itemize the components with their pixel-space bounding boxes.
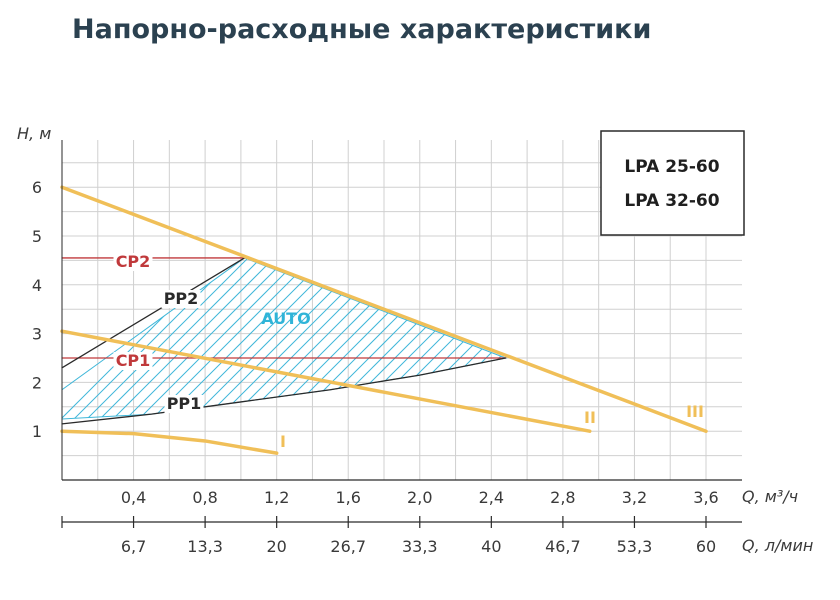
series-label-pp1: PP1: [167, 394, 202, 413]
hatch-line: [285, 257, 506, 419]
hatch-line: [77, 257, 319, 419]
y-tick-label: 3: [32, 325, 42, 344]
hatch-line: [493, 257, 506, 419]
x-tick-label: 1,2: [264, 488, 289, 507]
hatch-line: [559, 240, 799, 480]
hatch-line: [520, 240, 760, 480]
label-bg: [113, 253, 153, 271]
hatch-line: [611, 240, 840, 480]
hatch-line: [62, 257, 280, 419]
x2-tick-label: 13,3: [187, 537, 223, 556]
hatch-line: [220, 257, 462, 419]
hatch-line: [676, 240, 840, 480]
hatch-line: [298, 257, 506, 419]
hatch-line: [62, 257, 293, 419]
hatch-line: [272, 257, 506, 419]
series-label-iii: III: [686, 402, 704, 421]
hatch-line: [311, 257, 506, 419]
hatch-line: [415, 257, 506, 419]
x-tick-label: 2,8: [550, 488, 575, 507]
hatch-line: [663, 240, 840, 480]
series-label-cp2: CP2: [116, 252, 151, 271]
y-tick-label: 6: [32, 178, 42, 197]
x2-tick-label: 20: [266, 537, 286, 556]
hatch-line: [637, 240, 840, 480]
x2-tick-label: 26,7: [330, 537, 366, 556]
y-axis-label: H, м: [17, 124, 51, 143]
series-label-i: I: [280, 432, 286, 451]
x2-axis-label: Q, л/мин: [742, 536, 813, 555]
hatch-line: [389, 257, 506, 419]
y-tick-label: 1: [32, 422, 42, 441]
series-line-i: [60, 429, 279, 455]
series-line-pp2: [61, 257, 246, 369]
hatch-line: [116, 257, 358, 419]
hatch-line: [350, 257, 506, 419]
x-tick-label: 2,0: [407, 488, 432, 507]
x2-tick-label: 40: [481, 537, 501, 556]
x2-tick-label: 6,7: [121, 537, 146, 556]
x2-tick-label: 33,3: [402, 537, 438, 556]
series-line-ii: [60, 329, 592, 433]
series-line-iii: [60, 185, 708, 433]
hatch-line: [650, 240, 840, 480]
axes: 1 2 3 4 5 6 0,4 6,7 0,8 13,3 1,2 20 1,6 26,7 2,0 33,3 2,…: [32, 140, 742, 556]
page-title: Напорно-расходные характеристики: [72, 14, 652, 45]
x-tick-label: 3,2: [622, 488, 647, 507]
hatch-line: [207, 257, 449, 419]
model-box: LPA 25-60 LPA 32-60: [600, 130, 745, 236]
y-tick-label: 5: [32, 227, 42, 246]
x-tick-label: 3,6: [693, 488, 718, 507]
hatch-line: [624, 240, 840, 480]
hatch-line: [689, 240, 840, 480]
label-bg: [164, 395, 204, 413]
hatch-line: [441, 257, 506, 419]
model-box-line1: LPA 25-60: [624, 157, 719, 177]
hatch-line: [337, 257, 506, 419]
x2-tick-label: 60: [696, 537, 716, 556]
hatch-line: [428, 257, 506, 419]
hatch-line: [546, 240, 786, 480]
hatch-line: [533, 240, 773, 480]
hatch-line: [64, 257, 306, 419]
series-label-ii: II: [584, 408, 596, 427]
model-box-line2: LPA 32-60: [624, 191, 719, 211]
hatch-line: [324, 257, 506, 419]
hatch-line: [129, 257, 371, 419]
hatch-line: [467, 257, 506, 419]
series-label-cp1: CP1: [116, 351, 151, 370]
label-bg: [113, 352, 153, 370]
label-bg: [161, 290, 201, 308]
x-tick-label: 0,4: [121, 488, 146, 507]
hatch-line: [363, 257, 506, 419]
y-tick-label: 2: [32, 373, 42, 392]
x2-tick-label: 53,3: [617, 537, 653, 556]
hatch-line: [233, 257, 475, 419]
hatch-line: [572, 240, 812, 480]
y-tick-label: 4: [32, 276, 42, 295]
hatch-line: [507, 240, 747, 480]
grid: [62, 140, 742, 480]
series-lines: [60, 185, 708, 455]
x-tick-label: 1,6: [335, 488, 360, 507]
x-tick-label: 2,4: [479, 488, 504, 507]
auto-label: AUTO: [261, 309, 310, 328]
hatch-line: [142, 257, 384, 419]
x-tick-label: 0,8: [192, 488, 217, 507]
x-axis-label: Q, м³/ч: [742, 487, 798, 506]
hatch-line: [585, 240, 825, 480]
series-line-pp1: [61, 357, 507, 425]
hatch-line: [155, 257, 397, 419]
x2-tick-label: 46,7: [545, 537, 581, 556]
series-label-pp2: PP2: [164, 289, 199, 308]
